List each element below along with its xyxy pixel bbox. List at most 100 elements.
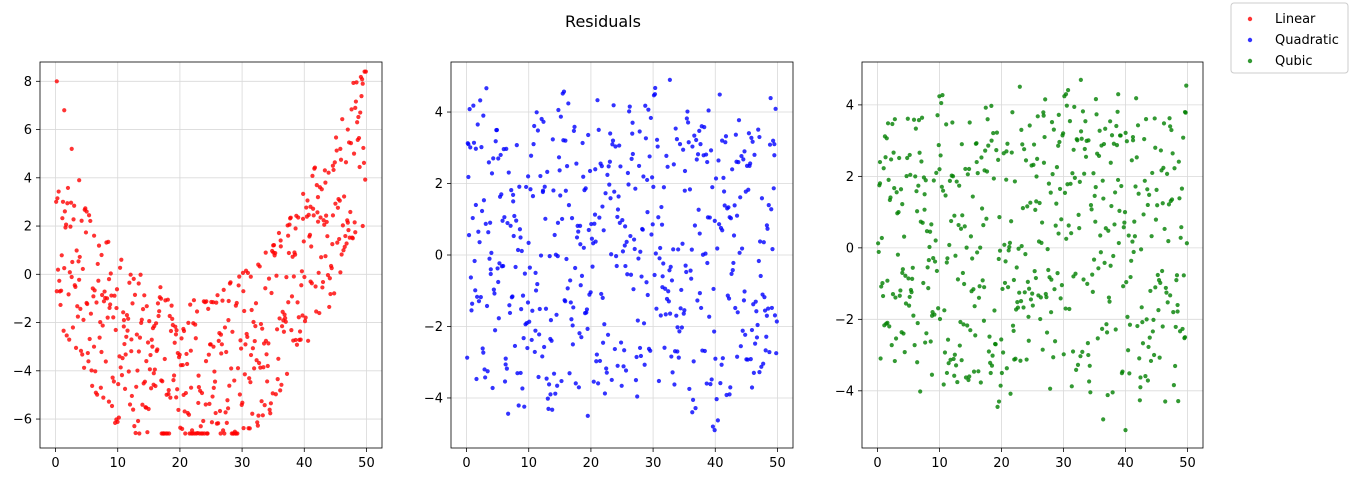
qubic-point — [1012, 179, 1017, 184]
linear-point — [268, 411, 273, 416]
qubic-point — [1111, 253, 1116, 259]
linear-point — [70, 325, 76, 330]
quadratic-point — [632, 246, 637, 252]
quadratic-point — [518, 235, 523, 240]
quadratic-point — [595, 98, 600, 103]
qubic-residuals-plot: 0 10 20 30 40 50 −4 −2 0 2 4 — [835, 61, 1204, 471]
legend: Linear Quadratic Qubic — [1230, 2, 1349, 74]
qubic-point — [1005, 285, 1011, 290]
linear-data-point — [300, 216, 306, 221]
linear-point — [240, 400, 245, 405]
linear-point — [86, 359, 91, 364]
qubic-point — [1033, 275, 1038, 281]
qubic-point — [1075, 362, 1081, 367]
qubic-point — [1166, 239, 1171, 244]
qubic-point — [1126, 348, 1131, 353]
qubic-point — [920, 220, 925, 225]
linear-point — [147, 319, 152, 324]
qubic-point — [902, 234, 907, 239]
linear-point — [91, 294, 96, 299]
quadratic-point — [733, 132, 738, 137]
quadratic-data-point — [593, 167, 598, 172]
linear-point — [258, 321, 264, 327]
quadratic-point — [564, 256, 569, 262]
linear-point — [219, 351, 224, 356]
quadratic-point — [556, 155, 562, 160]
linear-point — [298, 337, 303, 342]
qubic-point — [956, 222, 961, 228]
linear-point — [348, 209, 353, 215]
qubic-point — [1130, 239, 1135, 244]
linear-points — [54, 69, 368, 436]
linear-data-point — [144, 359, 149, 364]
linear-point — [309, 244, 314, 249]
linear-point — [193, 336, 198, 341]
qubic-point — [1173, 324, 1178, 330]
quadratic-point — [555, 254, 560, 259]
qubic-point — [972, 304, 977, 309]
quadratic-point — [491, 287, 496, 292]
quadratic-point — [631, 287, 636, 292]
quadratic-point — [670, 370, 675, 375]
linear-point — [109, 293, 114, 298]
quadratic-point — [643, 136, 648, 141]
quadratic-point — [607, 159, 613, 164]
quadratic-point — [681, 147, 686, 152]
qubic-point — [989, 103, 994, 108]
linear-point — [315, 210, 320, 215]
quadratic-point — [710, 185, 715, 190]
quadratic-point — [685, 109, 690, 114]
linear-point — [228, 280, 233, 285]
qubic-point — [1088, 390, 1093, 395]
quadratic-point — [561, 89, 567, 94]
qubic-point — [1090, 272, 1095, 277]
qubic-data-point — [892, 117, 897, 122]
quadratic-point — [687, 386, 692, 392]
linear-point — [140, 307, 146, 312]
linear-point — [224, 349, 229, 355]
quadratic-point — [731, 260, 736, 266]
qubic-point — [962, 281, 967, 287]
linear-point — [60, 199, 66, 204]
qubic-point — [1120, 369, 1125, 374]
qubic-point — [1160, 201, 1165, 206]
quadratic-point — [716, 158, 721, 163]
quadratic-point — [653, 251, 658, 256]
quadratic-point — [493, 139, 498, 144]
linear-point — [322, 222, 327, 227]
quadratic-point — [730, 167, 735, 172]
quadratic-point — [600, 340, 606, 345]
qubic-point — [1140, 341, 1146, 346]
linear-point — [321, 218, 326, 223]
quadratic-data-point — [772, 142, 777, 147]
linear-data-point — [129, 337, 134, 342]
quadratic-point — [708, 382, 713, 387]
qubic-point — [1072, 104, 1077, 109]
linear-point — [252, 338, 257, 344]
quadratic-point — [695, 152, 701, 157]
qubic-point — [1179, 186, 1185, 191]
quadratic-point — [632, 237, 637, 242]
quadratic-point — [512, 343, 518, 349]
linear-point — [140, 402, 145, 407]
linear-point — [263, 286, 268, 291]
quadratic-point — [481, 198, 487, 203]
quadratic-point — [680, 241, 685, 246]
qubic-point — [947, 178, 953, 183]
qubic-point — [1180, 326, 1185, 332]
quadratic-point — [466, 233, 472, 238]
quadratic-point — [482, 367, 487, 372]
linear-point — [191, 298, 197, 303]
quadratic-point — [687, 187, 693, 192]
qubic-point — [908, 172, 913, 177]
qubic-point — [1155, 272, 1160, 278]
linear-point — [329, 266, 334, 271]
linear-point — [237, 392, 242, 397]
qubic-point — [959, 358, 964, 363]
linear-point — [61, 328, 66, 333]
qubic-point — [1131, 249, 1136, 255]
linear-data-point — [174, 395, 179, 400]
linear-point — [260, 413, 265, 418]
qubic-point — [986, 349, 991, 354]
linear-point — [284, 371, 290, 376]
